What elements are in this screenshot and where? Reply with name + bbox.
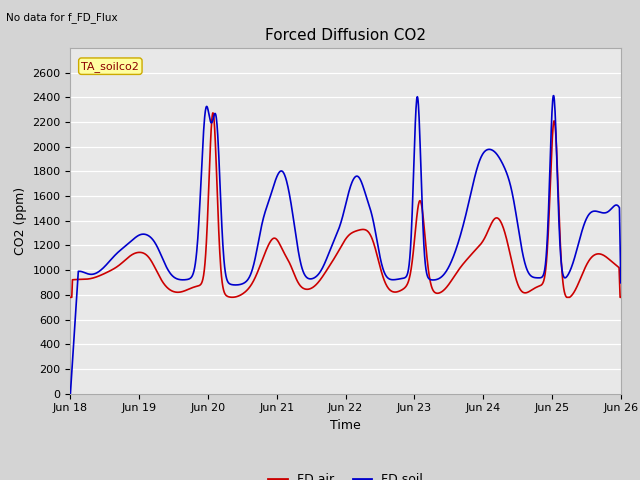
X-axis label: Time: Time xyxy=(330,419,361,432)
Legend: FD air, FD soil: FD air, FD soil xyxy=(263,468,428,480)
Title: Forced Diffusion CO2: Forced Diffusion CO2 xyxy=(265,28,426,43)
Text: TA_soilco2: TA_soilco2 xyxy=(81,61,140,72)
Text: No data for f_FD_Flux: No data for f_FD_Flux xyxy=(6,12,118,23)
Y-axis label: CO2 (ppm): CO2 (ppm) xyxy=(14,187,27,255)
